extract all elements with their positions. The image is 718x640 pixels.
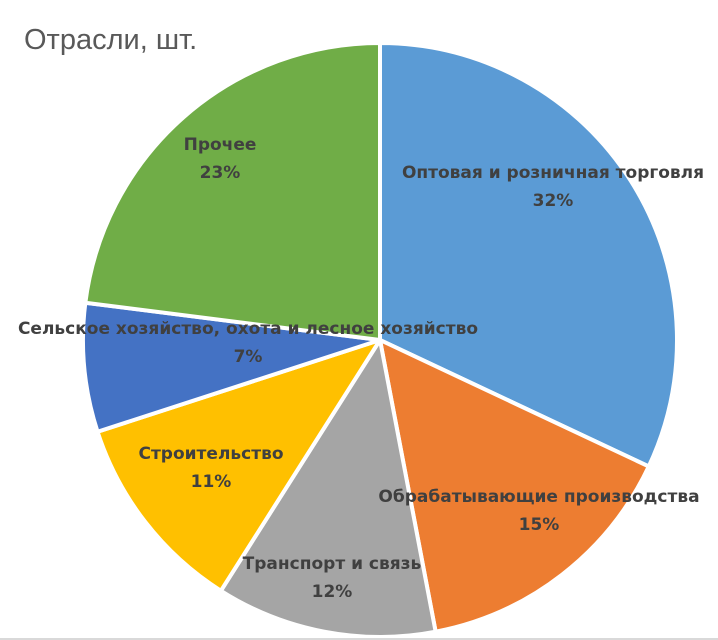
slice-category-label: Прочее (184, 135, 257, 155)
pie-slice (81, 300, 382, 434)
pie-slice (83, 41, 382, 342)
bottom-border (0, 638, 718, 640)
slice-category-label: Оптовая и розничная торговля (402, 163, 704, 183)
slice-percent-label: 23% (200, 163, 241, 183)
data-labels: Оптовая и розничная торговля 32% Обрабатыв… (18, 135, 704, 602)
slice-percent-label: 15% (519, 515, 560, 535)
slice-percent-label: 12% (312, 582, 353, 602)
pie-slice (378, 41, 679, 469)
slice-percent-label: 32% (533, 191, 574, 211)
pie-slice (378, 338, 651, 634)
slice-category-label: Сельское хозяйство, охота и лесное хозяй… (18, 319, 478, 339)
slice-category-label: Обрабатывающие производства (378, 487, 699, 507)
slice-percent-label: 11% (191, 472, 232, 492)
slice-category-label: Строительство (138, 444, 283, 464)
slice-percent-label: 7% (234, 347, 263, 367)
pie-slice (95, 338, 382, 593)
slices (81, 41, 679, 640)
slice-category-label: Транспорт и связь (243, 554, 422, 574)
pie-slice (218, 338, 438, 640)
chart-title: Отрасли, шт. (24, 24, 197, 56)
